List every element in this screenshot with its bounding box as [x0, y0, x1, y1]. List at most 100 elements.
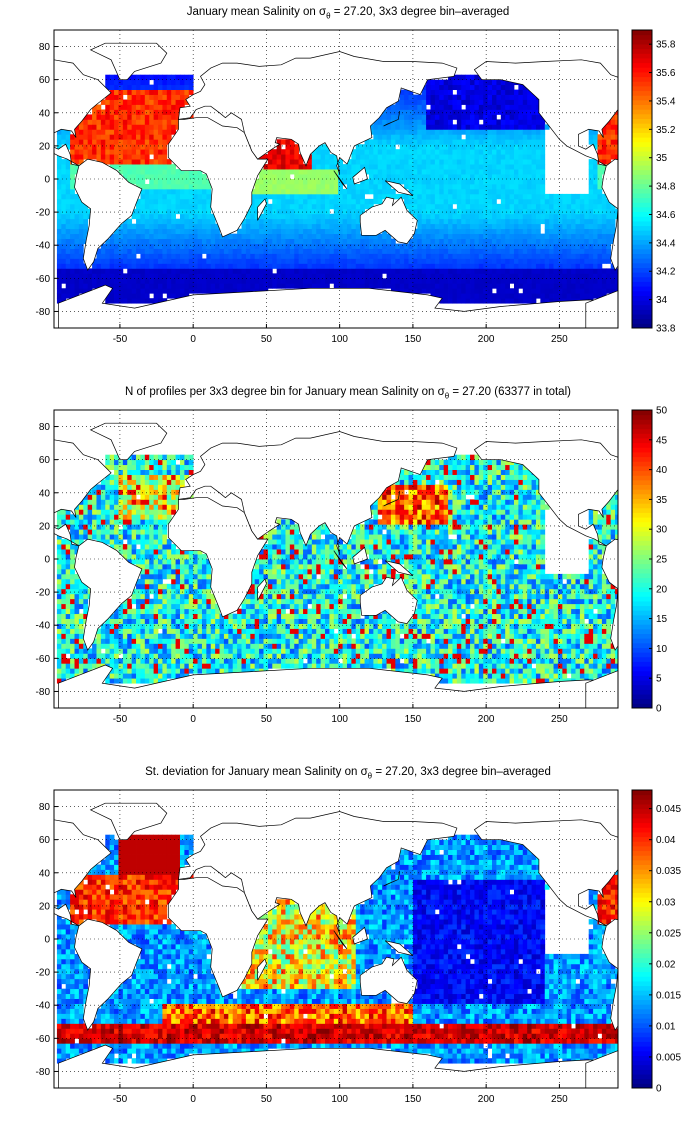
heatmap-cell [289, 139, 295, 145]
heatmap-cell [201, 183, 207, 190]
heatmap-cell [140, 673, 146, 679]
heatmap-cell [74, 164, 80, 170]
heatmap-cell [417, 188, 423, 195]
heatmap-cell [144, 618, 150, 624]
heatmap-cell [114, 539, 119, 545]
heatmap-cell [355, 144, 361, 150]
heatmap-cell [588, 248, 594, 254]
heatmap-cell [56, 588, 62, 595]
heatmap-cell [70, 258, 75, 264]
heatmap-cell [382, 243, 387, 249]
heatmap-cell [105, 529, 111, 535]
heatmap-cell [281, 203, 286, 210]
heatmap-cell [109, 459, 115, 466]
heatmap-cell [114, 233, 119, 239]
heatmap-cell [210, 238, 216, 244]
heatmap-cell [158, 213, 163, 220]
heatmap-cell [320, 283, 326, 289]
heatmap-cell [470, 179, 475, 185]
heatmap-cell [535, 139, 541, 145]
heatmap-cell [408, 119, 414, 125]
heatmap-cell [404, 149, 409, 155]
heatmap-cell [483, 159, 489, 165]
heatmap-cell [417, 183, 423, 190]
heatmap-cell [461, 183, 467, 190]
heatmap-cell [478, 188, 484, 195]
heatmap-cell [448, 228, 453, 235]
heatmap-cell [470, 79, 475, 86]
heatmap-cell [535, 273, 541, 279]
heatmap-cell [535, 114, 541, 120]
heatmap-cell [311, 243, 317, 249]
heatmap-cell [575, 248, 581, 254]
heatmap-cell [434, 263, 440, 269]
heatmap-cell [421, 258, 427, 264]
heatmap-cell [136, 504, 141, 510]
heatmap-cell [338, 253, 343, 259]
heatmap-cell [346, 268, 352, 274]
heatmap-cell [513, 124, 519, 130]
heatmap-cell [298, 263, 304, 269]
heatmap-cell [333, 188, 339, 195]
heatmap-cell [338, 188, 343, 195]
heatmap-cell [571, 248, 576, 254]
heatmap-cell [593, 278, 598, 284]
heatmap-cell [386, 114, 392, 120]
heatmap-cell [215, 238, 220, 244]
heatmap-cell [518, 208, 524, 215]
heatmap-cell [78, 603, 84, 610]
heatmap-cell [316, 228, 322, 235]
heatmap-cell [373, 139, 379, 145]
heatmap-cell [593, 179, 598, 185]
heatmap-cell [421, 233, 427, 239]
heatmap-cell [355, 208, 361, 215]
heatmap-cell [452, 268, 458, 274]
heatmap-cell [544, 283, 550, 289]
heatmap-cell [399, 159, 405, 165]
heatmap-cell [487, 159, 493, 165]
heatmap-cell [184, 179, 190, 185]
heatmap-cell [140, 514, 146, 520]
heatmap-cell [465, 114, 471, 120]
heatmap-cell [434, 139, 440, 145]
heatmap-cell [136, 124, 141, 130]
heatmap-cell [74, 253, 80, 259]
heatmap-cell [535, 213, 541, 220]
heatmap-cell [127, 653, 133, 659]
heatmap-cell [109, 134, 115, 140]
heatmap-cell [399, 104, 405, 110]
heatmap-cell [430, 273, 436, 279]
heatmap-cell [566, 248, 572, 254]
heatmap-cell [70, 164, 75, 170]
heatmap-cell [149, 578, 155, 585]
heatmap-cell [193, 273, 198, 279]
heatmap-cell [456, 84, 462, 90]
heatmap-cell [483, 263, 489, 269]
heatmap-cell [122, 524, 128, 530]
heatmap-cell [158, 673, 163, 679]
heatmap-cell [615, 144, 618, 150]
heatmap-cell [492, 144, 497, 150]
heatmap-cell [404, 104, 409, 110]
heatmap-cell [588, 283, 594, 289]
colorbar-swatch [632, 132, 652, 138]
heatmap-cell [496, 288, 502, 294]
heatmap-cell [193, 288, 198, 294]
heatmap-cell [56, 559, 62, 565]
heatmap-cell [87, 114, 93, 120]
heatmap-cell [562, 253, 568, 259]
heatmap-cell [105, 628, 111, 634]
heatmap-cell [487, 193, 493, 200]
heatmap-cell [175, 293, 181, 299]
heatmap-cell [443, 149, 449, 155]
heatmap-cell [373, 283, 379, 289]
heatmap-cell [500, 198, 506, 205]
heatmap-cell [78, 268, 84, 274]
heatmap-cell [461, 169, 467, 175]
heatmap-cell [122, 628, 128, 634]
heatmap-cell [83, 144, 89, 150]
heatmap-cell [540, 253, 546, 259]
heatmap-cell [74, 248, 80, 254]
heatmap-cell [601, 283, 607, 289]
heatmap-cell [136, 169, 141, 175]
